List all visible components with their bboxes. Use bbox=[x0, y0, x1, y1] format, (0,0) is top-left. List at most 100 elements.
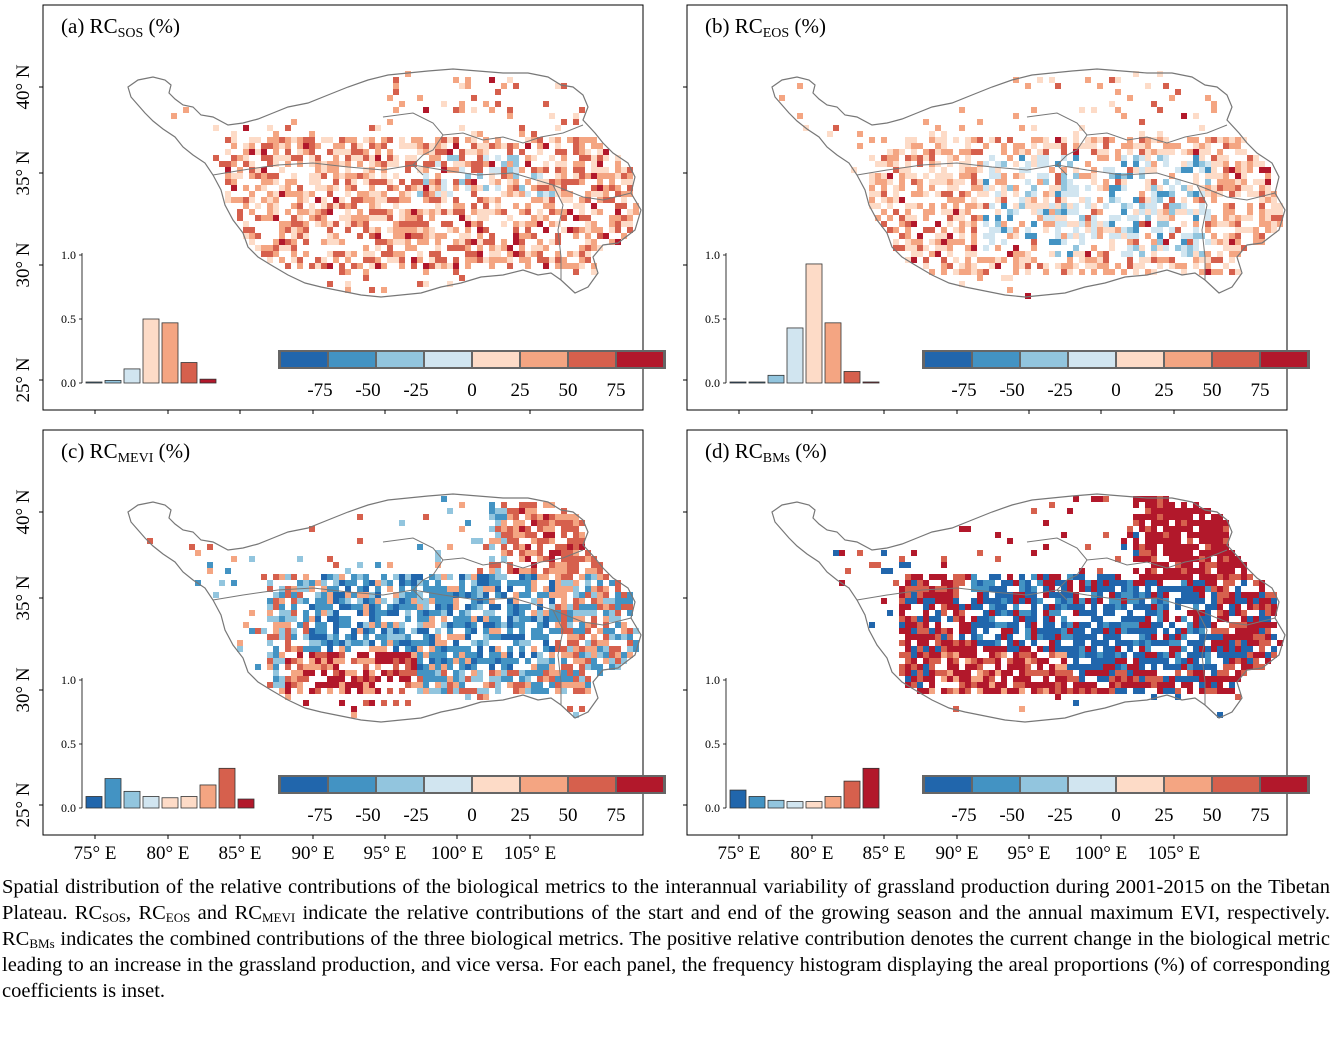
map-pixel bbox=[453, 155, 459, 161]
map-pixel bbox=[267, 257, 273, 263]
map-pixel bbox=[441, 191, 447, 197]
map-pixel bbox=[351, 149, 357, 155]
map-pixel bbox=[1001, 688, 1007, 694]
map-pixel bbox=[1073, 155, 1079, 161]
map-pixel bbox=[1253, 233, 1259, 239]
map-pixel bbox=[977, 688, 983, 694]
map-pixel bbox=[375, 634, 381, 640]
map-pixel bbox=[423, 580, 429, 586]
map-pixel bbox=[977, 598, 983, 604]
map-pixel bbox=[357, 574, 363, 580]
map-pixel bbox=[555, 149, 561, 155]
map-pixel bbox=[609, 185, 615, 191]
map-pixel bbox=[1145, 622, 1151, 628]
map-pixel bbox=[285, 688, 291, 694]
legend-swatch bbox=[1021, 777, 1067, 792]
map-pixel bbox=[519, 257, 525, 263]
map-pixel bbox=[477, 251, 483, 257]
map-pixel bbox=[1211, 544, 1217, 550]
map-pixel bbox=[459, 670, 465, 676]
map-pixel bbox=[1259, 233, 1265, 239]
map-pixel bbox=[585, 197, 591, 203]
map-pixel bbox=[941, 574, 947, 580]
map-pixel bbox=[905, 161, 911, 167]
map-pixel bbox=[507, 676, 513, 682]
map-pixel bbox=[273, 664, 279, 670]
map-pixel bbox=[929, 574, 935, 580]
map-pixel bbox=[1235, 251, 1241, 257]
map-pixel bbox=[555, 568, 561, 574]
map-pixel bbox=[423, 227, 429, 233]
map-pixel bbox=[405, 161, 411, 167]
map-pixel bbox=[567, 251, 573, 257]
map-pixel bbox=[1055, 682, 1061, 688]
map-pixel bbox=[1235, 179, 1241, 185]
map-pixel bbox=[537, 221, 543, 227]
map-pixel bbox=[1073, 173, 1079, 179]
map-pixel bbox=[555, 520, 561, 526]
map-pixel bbox=[917, 143, 923, 149]
histogram-bar bbox=[843, 780, 861, 809]
map-pixel bbox=[875, 179, 881, 185]
map-pixel bbox=[459, 580, 465, 586]
map-pixel bbox=[549, 562, 555, 568]
map-pixel bbox=[207, 568, 213, 574]
map-pixel bbox=[1031, 161, 1037, 167]
map-pixel bbox=[579, 556, 585, 562]
map-pixel bbox=[1055, 239, 1061, 245]
map-pixel bbox=[1169, 544, 1175, 550]
map-pixel bbox=[1223, 586, 1229, 592]
map-pixel bbox=[1253, 658, 1259, 664]
map-pixel bbox=[941, 209, 947, 215]
map-pixel bbox=[471, 652, 477, 658]
legend-tick-label: -50 bbox=[355, 805, 380, 826]
map-pixel bbox=[1193, 155, 1199, 161]
map-pixel bbox=[1181, 508, 1187, 514]
map-pixel bbox=[489, 508, 495, 514]
map-pixel bbox=[1127, 167, 1133, 173]
map-pixel bbox=[609, 227, 615, 233]
map-pixel bbox=[1079, 125, 1085, 131]
map-pixel bbox=[591, 592, 597, 598]
map-pixel bbox=[573, 658, 579, 664]
map-pixel bbox=[585, 586, 591, 592]
panel-frame bbox=[686, 4, 1288, 411]
map-pixel bbox=[959, 676, 965, 682]
map-pixel bbox=[1019, 580, 1025, 586]
map-pixel bbox=[435, 682, 441, 688]
map-pixel bbox=[531, 574, 537, 580]
map-pixel bbox=[1145, 628, 1151, 634]
map-pixel bbox=[1133, 676, 1139, 682]
map-pixel bbox=[1115, 658, 1121, 664]
map-pixel bbox=[507, 508, 513, 514]
map-pixel bbox=[1181, 586, 1187, 592]
map-pixel bbox=[495, 185, 501, 191]
map-pixel bbox=[1031, 143, 1037, 149]
caption-text: , RC bbox=[126, 902, 166, 924]
map-pixel bbox=[417, 628, 423, 634]
map-pixel bbox=[465, 185, 471, 191]
map-pixel bbox=[1181, 628, 1187, 634]
map-pixel bbox=[597, 185, 603, 191]
map-pixel bbox=[1211, 215, 1217, 221]
map-pixel bbox=[465, 77, 471, 83]
map-pixel bbox=[1175, 694, 1181, 700]
map-pixel bbox=[567, 652, 573, 658]
map-pixel bbox=[513, 508, 519, 514]
map-pixel bbox=[621, 173, 627, 179]
map-pixel bbox=[525, 658, 531, 664]
map-pixel bbox=[603, 149, 609, 155]
map-pixel bbox=[525, 580, 531, 586]
map-pixel bbox=[1145, 646, 1151, 652]
map-pixel bbox=[1031, 107, 1037, 113]
map-pixel bbox=[267, 598, 273, 604]
map-pixel bbox=[1211, 221, 1217, 227]
map-pixel bbox=[1175, 634, 1181, 640]
map-pixel bbox=[1121, 161, 1127, 167]
map-pixel bbox=[399, 586, 405, 592]
map-pixel bbox=[1121, 143, 1127, 149]
map-pixel bbox=[1163, 676, 1169, 682]
map-pixel bbox=[1133, 227, 1139, 233]
map-pixel bbox=[989, 173, 995, 179]
map-pixel bbox=[941, 203, 947, 209]
